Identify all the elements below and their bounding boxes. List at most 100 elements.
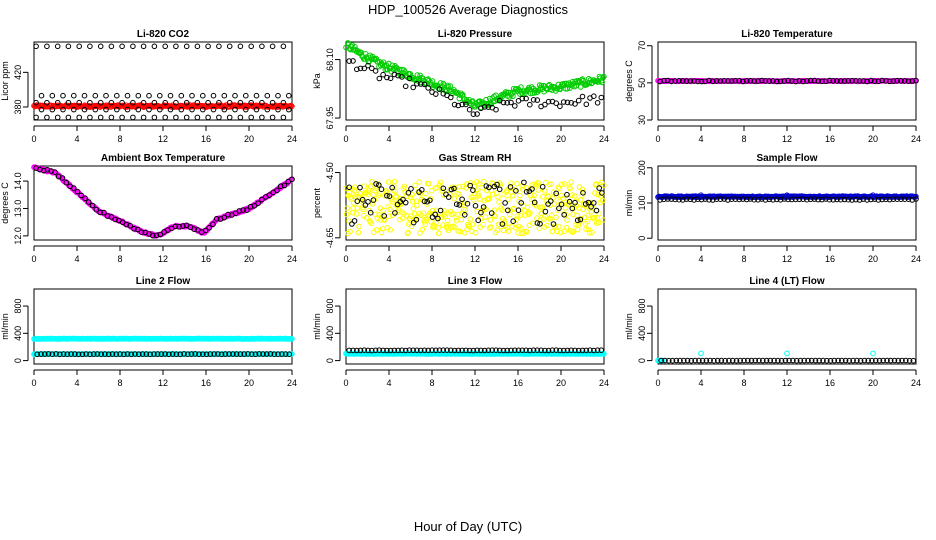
y-axis-label: ml/min <box>312 313 322 340</box>
data-point <box>109 351 116 357</box>
data-point <box>89 202 96 209</box>
data-point <box>269 114 276 121</box>
data-point <box>864 197 870 203</box>
data-point <box>131 226 137 232</box>
data-point <box>478 347 484 354</box>
data-point <box>489 347 496 354</box>
data-point <box>589 229 595 236</box>
x-tick-label: 8 <box>429 254 434 264</box>
data-point <box>760 357 766 364</box>
data-point <box>718 357 725 364</box>
data-point <box>505 196 511 203</box>
data-point <box>119 114 125 121</box>
data-point <box>162 99 168 106</box>
data-point <box>425 347 432 354</box>
data-point <box>167 92 174 99</box>
data-point <box>456 191 462 198</box>
data-point <box>683 78 690 84</box>
data-point <box>594 347 601 354</box>
data-point <box>886 196 893 203</box>
data-point <box>527 101 533 108</box>
data-point <box>181 351 187 357</box>
data-point <box>572 193 578 199</box>
data-point <box>672 196 679 203</box>
data-point <box>385 179 392 185</box>
data-point <box>108 99 115 106</box>
data-point <box>557 347 563 354</box>
data-point <box>816 357 823 364</box>
x-tick-label: 20 <box>868 254 878 264</box>
data-point <box>781 196 788 202</box>
data-point <box>433 347 439 354</box>
panel-5: Gas Stream RH 0 4 8 12 16 20 24 -4.50 -4.65percen… <box>312 153 609 264</box>
x-tick-label: 12 <box>782 254 792 264</box>
data-point <box>346 58 353 64</box>
data-point <box>524 204 531 211</box>
data-point <box>857 357 864 364</box>
data-point <box>81 92 88 99</box>
data-point <box>72 351 78 357</box>
data-point <box>469 221 476 228</box>
data-point <box>463 347 469 354</box>
data-point <box>549 347 556 354</box>
data-point <box>445 194 452 200</box>
data-point <box>456 202 463 208</box>
data-point <box>505 207 511 214</box>
series-avg <box>31 335 295 342</box>
data-point <box>244 207 250 213</box>
data-point <box>575 226 581 233</box>
data-point <box>585 226 592 233</box>
data-point <box>500 99 507 106</box>
data-point <box>474 208 481 215</box>
data-point <box>789 196 795 203</box>
data-point <box>439 188 446 195</box>
data-point <box>373 181 379 187</box>
data-point <box>134 226 141 233</box>
x-tick-label: 4 <box>698 134 703 144</box>
data-point <box>758 196 765 202</box>
data-point <box>468 180 474 186</box>
data-point <box>698 78 705 85</box>
data-point <box>804 196 810 203</box>
data-point <box>530 97 537 103</box>
data-point <box>363 215 370 221</box>
data-point <box>173 114 179 121</box>
series-min-max <box>33 43 292 121</box>
data-point <box>38 106 45 113</box>
data-point <box>490 180 497 187</box>
data-point <box>470 111 477 117</box>
data-point <box>792 196 799 203</box>
data-point <box>527 347 533 354</box>
y-tick-label: 400 <box>13 326 23 341</box>
data-point <box>427 197 433 204</box>
data-point <box>466 223 473 229</box>
data-point <box>525 211 532 218</box>
y-axis-label: percent <box>312 187 322 218</box>
data-point <box>210 221 216 228</box>
series-max <box>698 192 876 198</box>
data-point <box>387 75 394 82</box>
data-point <box>432 211 439 218</box>
x-tick-label: 24 <box>911 378 921 388</box>
y-tick-label: 800 <box>13 299 23 314</box>
data-point <box>114 92 120 99</box>
x-tick-label: 8 <box>741 134 746 144</box>
data-point <box>684 357 691 364</box>
data-point <box>898 196 904 202</box>
data-point <box>601 351 607 357</box>
data-point <box>207 351 214 357</box>
data-point <box>183 43 190 50</box>
data-point <box>542 101 548 108</box>
data-point <box>593 181 599 187</box>
data-point <box>255 200 261 206</box>
data-point <box>894 77 901 84</box>
data-point <box>222 351 229 357</box>
data-point <box>698 192 704 198</box>
data-point <box>575 347 582 354</box>
data-point <box>448 347 454 354</box>
plot-frame <box>33 288 293 365</box>
data-point <box>505 228 512 234</box>
data-point <box>435 215 441 222</box>
data-point <box>596 185 603 191</box>
